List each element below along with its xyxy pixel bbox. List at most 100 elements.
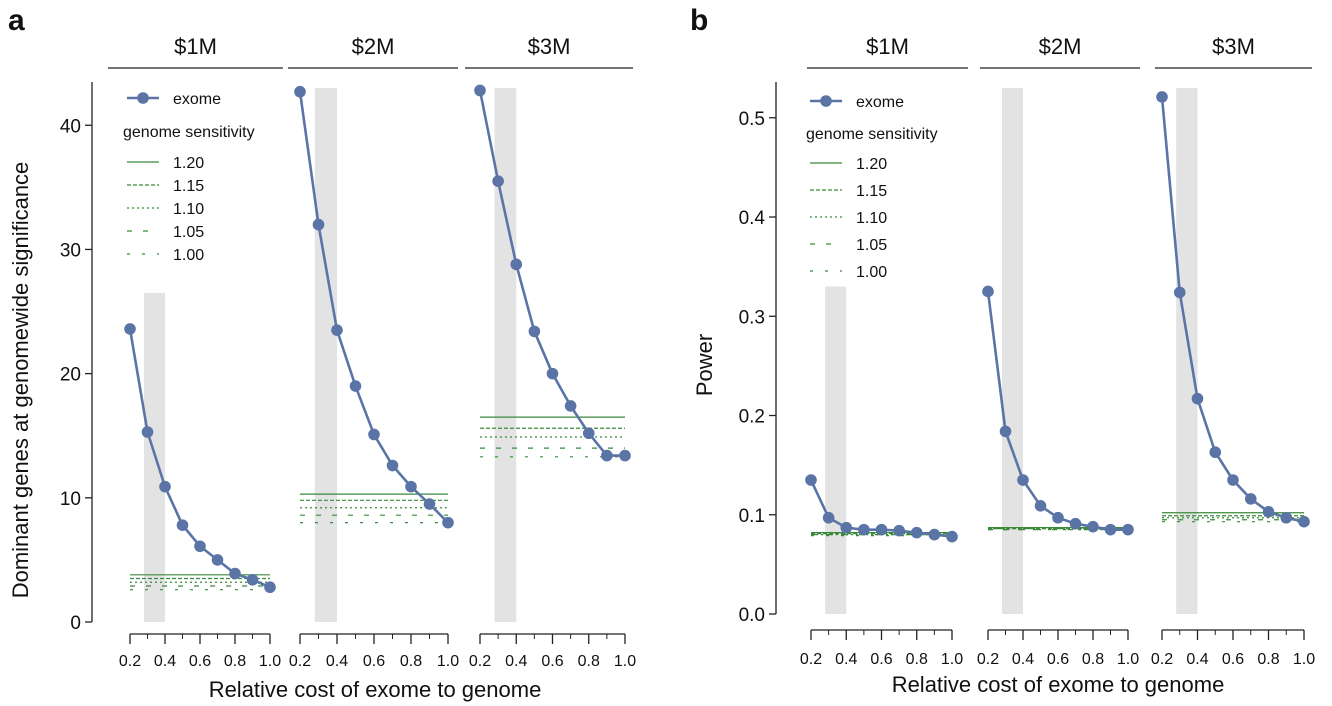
panel-a-y-tick-label: 40	[60, 116, 81, 137]
panel-b-facet-2-exome-point	[1017, 474, 1029, 486]
panel-b-facet-2-x-tick-label: 0.4	[1012, 651, 1034, 668]
panel-a-facet-1-x-tick-label: 0.8	[224, 653, 246, 670]
panel-a-legend-label-1-10: 1.10	[173, 201, 204, 218]
panel-b-facet-3-exome-point	[1244, 493, 1257, 505]
panel-b-facet-3: $3M 0.2 0.4 0.6 0.8 1.0	[1151, 34, 1315, 668]
panel-b-legend-exome-marker	[820, 95, 832, 107]
panel-b-facet-2-x-tick-label: 0.2	[977, 651, 999, 668]
panel-a-facet-2-x-tick-label: 0.8	[400, 653, 422, 670]
panel-a-y-tick-label: 10	[60, 489, 81, 510]
panel-b: b Power Relative cost of exome to genome…	[690, 4, 1315, 697]
panel-a-y-axis-title: Dominant genes at genomewide significanc…	[8, 162, 33, 599]
panel-b-facet-3-title: $3M	[1212, 34, 1255, 59]
panel-a-facet-3-exome-point	[528, 325, 541, 338]
panel-b-facet-2-exome-point	[982, 285, 994, 298]
panel-b-facet-3-x-tick-label: 0.4	[1186, 651, 1208, 668]
panel-a-facet-2-exome-point	[349, 380, 362, 392]
panel-a: a Dominant genes at genomewide significa…	[8, 4, 636, 702]
panel-b-facet-3-x-tick-label: 0.6	[1222, 651, 1244, 668]
panel-b-y-tick-label: 0.2	[739, 407, 765, 428]
panel-a-facet-1-x-tick-label: 1.0	[259, 653, 281, 670]
panel-b-facet-1-exome-point	[822, 511, 835, 524]
panel-a-facet-3-x-tick-label: 0.4	[505, 653, 527, 670]
panel-b-legend-title: genome sensitivity	[806, 126, 938, 143]
panel-b-facet-3-exome-point	[1173, 286, 1186, 299]
panel-a-y-tick-label: 20	[60, 365, 81, 386]
panel-a-facet-3-exome-point	[546, 367, 559, 380]
panel-b-legend-label-1-00: 1.00	[856, 264, 887, 281]
panel-a-facet-1-exome-point	[141, 426, 154, 438]
panel-a-facet-3-exome-point	[601, 449, 613, 462]
panel-a-label: a	[8, 4, 25, 37]
panel-b-facet-2-exome-point	[1052, 511, 1064, 524]
panel-a-facet-2-exome-point	[312, 218, 325, 231]
panel-a-facet-3: $3M 0.2 0.4 0.6 0.8 1.0	[465, 34, 636, 670]
panel-b-facet-2-x-tick-label: 0.6	[1047, 651, 1069, 668]
panel-a-facet-1-exome-point	[211, 554, 224, 566]
panel-a-facet-1-title: $1M	[174, 34, 217, 59]
panel-b-legend-label-1-20: 1.20	[856, 156, 887, 173]
panel-b-facet-2-exome-point	[1087, 520, 1099, 533]
panel-b-legend: exome genome sensitivity 1.20 1.15 1.10 1.05 1…	[806, 94, 938, 281]
panel-a-facet-2-x-tick-label: 0.6	[363, 653, 385, 670]
panel-b-legend-label-1-05: 1.05	[856, 237, 887, 254]
panel-a-legend-exome-marker	[137, 92, 149, 104]
panel-b-y-tick-label: 0.0	[739, 605, 765, 626]
panel-b-facet-1-exome-point	[858, 523, 870, 536]
panel-a-facet-3-exome-point	[564, 400, 577, 412]
panel-a-legend-title: genome sensitivity	[123, 124, 255, 141]
panel-a-facet-2: $2M 0.2 0.4 0.6 0.8 1.0	[288, 34, 459, 670]
panel-b-facet-1-x-tick-label: 0.8	[906, 651, 928, 668]
panel-a-facet-3-exome-point	[510, 258, 523, 271]
panel-a-legend-label-1-05: 1.05	[173, 224, 204, 241]
panel-b-facet-3-x-tick-label: 0.8	[1257, 651, 1279, 668]
panel-a-facet-3-title: $3M	[528, 34, 571, 59]
panel-b-facet-3-x-tick-label: 0.2	[1151, 651, 1173, 668]
panel-b-facet-2-x-tick-label: 1.0	[1117, 651, 1139, 668]
panel-b-facet-1-title: $1M	[866, 34, 909, 59]
panel-a-legend-label-1-20: 1.20	[173, 155, 204, 172]
panel-a-facet-2-title: $2M	[352, 34, 395, 59]
panel-b-facet-2-exome-point	[1034, 500, 1047, 512]
panel-a-facet-2-exome-point	[442, 516, 454, 529]
panel-a-facet-2-x-tick-label: 0.4	[326, 653, 348, 670]
panel-b-facet-1-highlight-band	[825, 286, 847, 614]
panel-b-facet-1-x-tick-label: 0.4	[835, 651, 857, 668]
panel-b-y-tick-label: 0.1	[739, 506, 765, 527]
panel-b-y-tick-label: 0.5	[739, 109, 765, 130]
panel-a-facet-3-exome-point	[619, 449, 631, 462]
panel-a-facet-1-exome-point	[194, 540, 206, 553]
panel-a-facet-3-x-tick-label: 0.6	[541, 653, 563, 670]
panel-b-facet-2-x-tick-label: 0.8	[1082, 651, 1104, 668]
panel-b-facet-3-exome-point	[1280, 511, 1293, 524]
panel-b-facet-3-exome-point	[1227, 474, 1239, 486]
panel-a-facet-1-x-tick-label: 0.6	[189, 653, 211, 670]
panel-a-facet-2-exome-point	[423, 498, 436, 510]
panel-a-facet-3-exome-point	[474, 84, 486, 97]
panel-a-legend-exome-label: exome	[173, 91, 221, 108]
panel-b-facet-1-exome-point	[893, 524, 905, 537]
panel-b-facet-2-exome-point	[1069, 517, 1082, 530]
panel-a-facet-2-highlight-band	[314, 88, 337, 622]
panel-a-facet-3-exome-point	[582, 427, 595, 440]
panel-b-facet-2-title: $2M	[1039, 34, 1082, 59]
panel-a-facet-3-x-tick-label: 1.0	[614, 653, 636, 670]
panel-b-facet-2-exome-point	[999, 425, 1012, 438]
panel-b-x-axis-title: Relative cost of exome to genome	[892, 672, 1225, 697]
panel-a-facet-2-exome-point	[386, 459, 399, 472]
panel-a-facet-2-x-tick-label: 1.0	[437, 653, 459, 670]
panel-b-facet-3-highlight-band	[1176, 88, 1198, 614]
panel-b-legend-label-1-10: 1.10	[856, 210, 887, 227]
panel-a-legend-label-1-15: 1.15	[173, 178, 204, 195]
panel-a-facet-3-x-tick-label: 0.8	[578, 653, 600, 670]
panel-a-facet-3-x-tick-label: 0.2	[469, 653, 491, 670]
panel-b-facet-3-exome-point	[1262, 505, 1275, 518]
panel-a-facet-1-exome-point	[246, 573, 259, 586]
panel-b-facet-1-exome-point	[946, 530, 958, 543]
panel-b-y-axis-title: Power	[692, 334, 717, 396]
panel-a-facet-3-exome-point	[492, 175, 504, 187]
panel-b-facet-1-x-tick-label: 0.6	[870, 651, 892, 668]
panel-a-facet-1-exome-point	[264, 581, 276, 594]
panel-a-y-tick-label: 30	[60, 240, 81, 261]
